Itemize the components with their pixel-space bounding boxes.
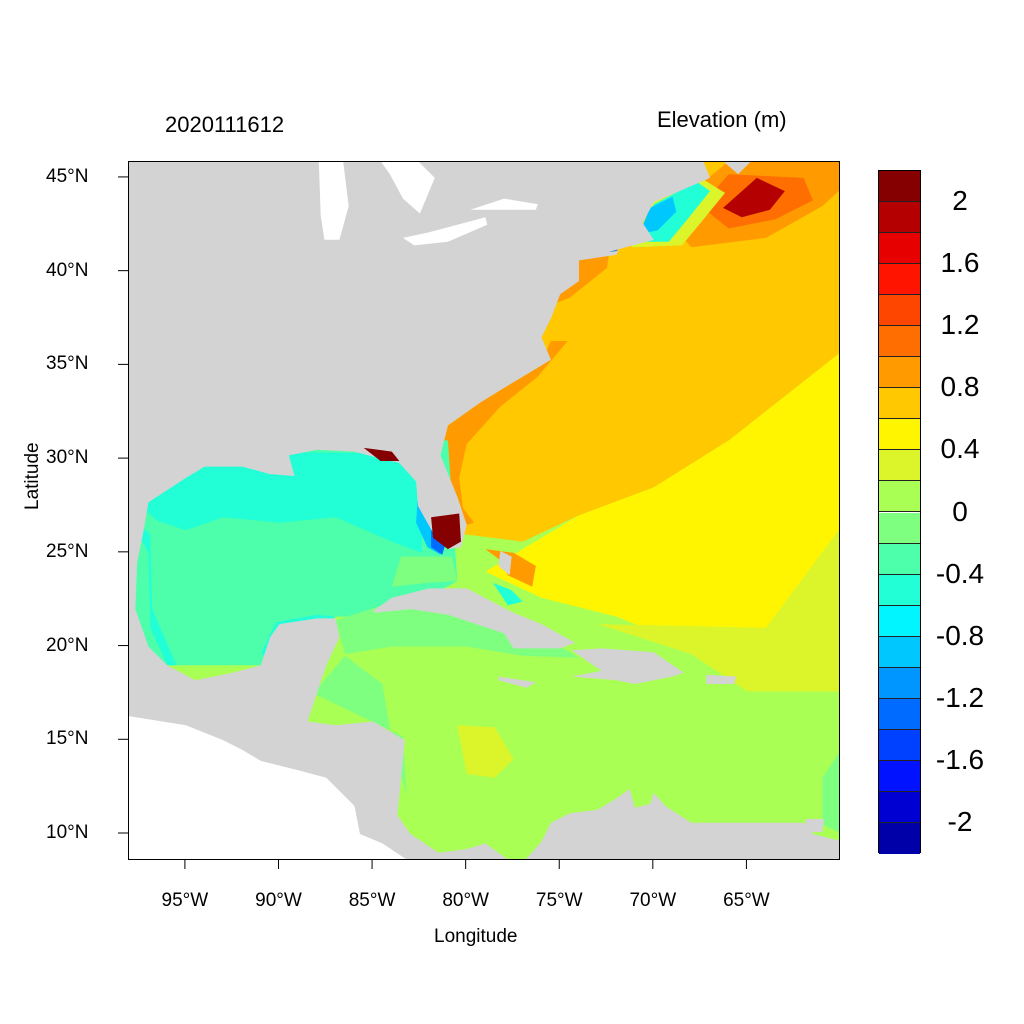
y-tick-label: 30°N: [46, 447, 89, 469]
colorbar-label: 2: [952, 185, 968, 217]
land-north-america: [129, 162, 710, 859]
date-title: 2020111612: [165, 112, 285, 137]
y-tick-label: 45°N: [46, 165, 89, 187]
land-andros: [498, 551, 512, 576]
colorbar-label: -2: [947, 805, 973, 837]
map-plot-area: [128, 161, 840, 860]
colorbar-box: [879, 729, 920, 761]
colorbar-box: [879, 171, 920, 203]
colorbar-box: [879, 264, 920, 296]
land-trinidad: [805, 819, 825, 833]
lake-ontario: [470, 198, 538, 210]
x-tick-label: 90°W: [255, 890, 302, 911]
field-florida-straits: [391, 556, 458, 587]
colorbar-box: [879, 698, 920, 730]
field-central-atlantic: [485, 353, 839, 647]
lake-michigan: [318, 162, 349, 240]
colorbar-label: -1.6: [935, 743, 985, 775]
colorbar-box: [879, 481, 920, 513]
lake-huron: [381, 162, 435, 214]
land-cuba: [373, 588, 576, 649]
colorbar-box: [879, 419, 920, 451]
field-nova-scotia-red: [723, 177, 785, 218]
x-tick-label: 70°W: [629, 890, 677, 911]
field-nicaragua-rise: [457, 725, 514, 778]
field-central-america-coast: [313, 655, 407, 797]
x-tick-label: 80°W: [442, 890, 489, 911]
colorbar-box: [879, 791, 920, 823]
colorbar-label: -1.2: [935, 681, 985, 713]
field-east-atlantic-low: [597, 529, 839, 692]
field-se-shelf: [440, 341, 568, 527]
field-bahamas-inner: [492, 582, 523, 606]
field-gulf-of-maine-inner: [638, 196, 677, 235]
y-tick-label: 40°N: [46, 259, 89, 281]
colorbar-label: -0.8: [935, 619, 985, 651]
colorbar-box: [879, 574, 920, 606]
land-hispaniola: [571, 648, 684, 684]
elevation-map: [129, 162, 839, 859]
colorbar: [878, 170, 921, 854]
land-nova-scotia: [724, 162, 751, 175]
colorbar-box: [879, 450, 920, 482]
x-tick-label: 75°W: [535, 890, 583, 911]
field-south-florida: [431, 513, 461, 550]
colorbar-box: [879, 202, 920, 234]
colorbar-label: 1.6: [940, 247, 980, 279]
colorbar-box: [879, 760, 920, 792]
field-se-caribbean: [822, 752, 839, 833]
colorbar-box: [879, 388, 920, 420]
y-tick-label: 25°N: [46, 540, 89, 562]
colorbar-box: [879, 543, 920, 575]
y-tick-label: 35°N: [46, 353, 89, 375]
x-tick-label: 95°W: [161, 890, 209, 911]
colorbar-box: [879, 357, 920, 389]
field-west-atlantic: [447, 162, 839, 542]
land-puerto-rico: [706, 674, 737, 684]
colorbar-box: [879, 822, 920, 854]
land-long-island: [579, 251, 619, 261]
colorbar-box: [879, 636, 920, 668]
land-jamaica: [498, 676, 536, 688]
y-tick-label: 20°N: [46, 634, 89, 656]
colorbar-label: 0.4: [940, 433, 980, 465]
x-axis-label: Longitude: [434, 926, 518, 947]
pacific-ocean: [129, 716, 406, 859]
colorbar-box: [879, 233, 920, 265]
land-south-america: [524, 789, 839, 859]
colorbar-label: -0.4: [935, 557, 985, 589]
field-north-gulf: [129, 449, 424, 553]
colorbar-box: [879, 295, 920, 327]
lake-erie: [403, 217, 488, 246]
colorbar-box: [879, 512, 920, 544]
colorbar-label: 1.2: [940, 309, 980, 341]
colorbar-label: 0: [952, 495, 968, 527]
colorbar-box: [879, 326, 920, 358]
y-axis-label: Latitude: [22, 442, 43, 510]
variable-title: Elevation (m): [657, 107, 787, 132]
x-tick-label: 65°W: [723, 890, 770, 911]
y-tick-label: 10°N: [46, 822, 89, 843]
colorbar-box: [879, 667, 920, 699]
field-bahamas-bank: [485, 549, 536, 587]
y-tick-label: 15°N: [46, 728, 89, 750]
field-florida-panhandle: [363, 447, 400, 461]
colorbar-box: [879, 605, 920, 637]
colorbar-label: 0.8: [940, 371, 980, 403]
x-tick-label: 85°W: [348, 890, 396, 911]
